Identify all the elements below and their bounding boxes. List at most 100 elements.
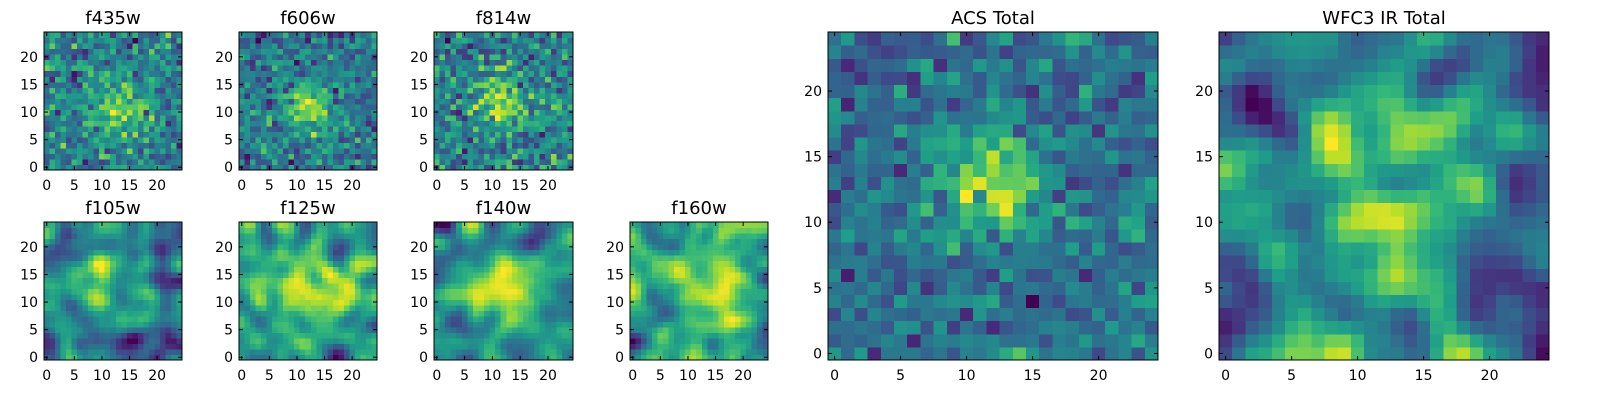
heatmap-cell: [445, 48, 452, 55]
heatmap-cell: [561, 98, 569, 105]
heatmap-cell: [159, 131, 167, 138]
heatmap-cell: [255, 255, 262, 262]
heatmap-cell: [354, 158, 362, 166]
heatmap-cell: [49, 37, 56, 44]
heatmap-cell: [170, 271, 178, 278]
heatmap-cell: [506, 153, 513, 160]
heatmap-cell: [450, 92, 457, 99]
heatmap-cell: [522, 343, 530, 350]
heatmap-cell: [288, 271, 295, 278]
heatmap-cell: [332, 260, 339, 267]
heatmap-cell: [762, 343, 769, 350]
heatmap-cell: [88, 92, 95, 99]
heatmap-cell: [907, 241, 921, 256]
heatmap-cell: [561, 222, 569, 229]
heatmap-cell: [756, 315, 764, 322]
heatmap-cell: [121, 260, 128, 267]
heatmap-cell: [500, 222, 507, 229]
heatmap-cell: [126, 76, 133, 83]
heatmap-cell: [244, 32, 251, 39]
heatmap-cell: [828, 320, 842, 335]
x-tick-label: 10: [483, 178, 501, 194]
heatmap-cell: [93, 131, 100, 138]
heatmap-cell: [1065, 163, 1080, 177]
heatmap-cell: [478, 282, 485, 289]
heatmap-cell: [545, 233, 552, 240]
heatmap-cell: [534, 337, 541, 345]
heatmap-cell: [305, 70, 312, 77]
heatmap-cell: [55, 282, 62, 289]
heatmap-cell: [170, 249, 178, 256]
heatmap-cell: [272, 92, 279, 99]
heatmap-cell: [550, 310, 557, 317]
heatmap-cell: [657, 348, 664, 356]
heatmap-cell: [143, 114, 150, 121]
heatmap-cell: [867, 268, 882, 282]
heatmap-cell: [933, 346, 948, 361]
heatmap-cell: [641, 233, 648, 240]
heatmap-cell: [550, 103, 557, 110]
heatmap-cell: [467, 164, 474, 171]
heatmap-cell: [495, 222, 502, 229]
heatmap-cell: [115, 37, 122, 44]
heatmap-cell: [349, 315, 356, 322]
heatmap-cell: [137, 125, 144, 132]
heatmap-cell: [165, 164, 172, 171]
heatmap-cell: [55, 76, 62, 83]
heatmap-cell: [99, 233, 106, 240]
heatmap-cell: [71, 293, 78, 300]
heatmap-cell: [93, 81, 100, 88]
heatmap-cell: [93, 260, 100, 267]
heatmap-cell: [1092, 307, 1106, 322]
heatmap-cell: [60, 59, 67, 66]
heatmap-cell: [77, 153, 84, 160]
heatmap-cell: [545, 244, 552, 251]
heatmap-cell: [841, 294, 855, 309]
heatmap-cell: [137, 87, 144, 94]
heatmap-cell: [734, 321, 741, 328]
heatmap-cell: [528, 310, 535, 317]
heatmap-cell: [110, 164, 117, 171]
heatmap-cell: [66, 348, 73, 356]
heatmap-cell: [999, 228, 1014, 243]
heatmap-cell: [316, 310, 323, 317]
heatmap-cell: [360, 65, 367, 72]
heatmap-cell: [299, 260, 306, 267]
heatmap-cell: [332, 70, 339, 77]
heatmap-cell: [176, 153, 183, 160]
heatmap-cell: [283, 43, 290, 50]
heatmap-cell: [349, 348, 356, 356]
heatmap-cell: [354, 103, 362, 110]
heatmap-cell: [880, 333, 895, 348]
heatmap-cell: [517, 348, 524, 356]
heatmap-cell: [250, 131, 257, 138]
heatmap-cell: [148, 70, 155, 77]
heatmap-cell: [646, 271, 653, 278]
heatmap-cells: [630, 222, 769, 361]
heatmap-cell: [121, 98, 128, 105]
heatmap-cell: [82, 54, 89, 61]
heatmap-cell: [696, 332, 703, 339]
heatmap-cell: [338, 164, 345, 171]
heatmap-cell: [283, 277, 290, 284]
heatmap-cell: [49, 120, 56, 127]
heatmap-cell: [126, 321, 133, 328]
heatmap-cell: [71, 348, 78, 356]
heatmap-cell: [450, 131, 457, 138]
heatmap-cell: [154, 153, 161, 160]
heatmap-cell: [316, 315, 323, 322]
heatmap-cell: [740, 293, 747, 300]
heatmap-cell: [316, 131, 323, 138]
heatmap-cell: [66, 321, 73, 328]
heatmap-cell: [663, 293, 670, 300]
heatmap-cell: [445, 310, 452, 317]
heatmap-cell: [690, 238, 697, 245]
heatmap-cell: [434, 158, 441, 166]
heatmap-cell: [66, 109, 73, 116]
heatmap-cell: [456, 87, 463, 94]
heatmap-cell: [467, 310, 474, 317]
heatmap-cell: [1065, 189, 1080, 204]
heatmap-cell: [283, 87, 290, 94]
heatmap-cell: [66, 131, 73, 138]
heatmap-cell: [696, 348, 703, 356]
